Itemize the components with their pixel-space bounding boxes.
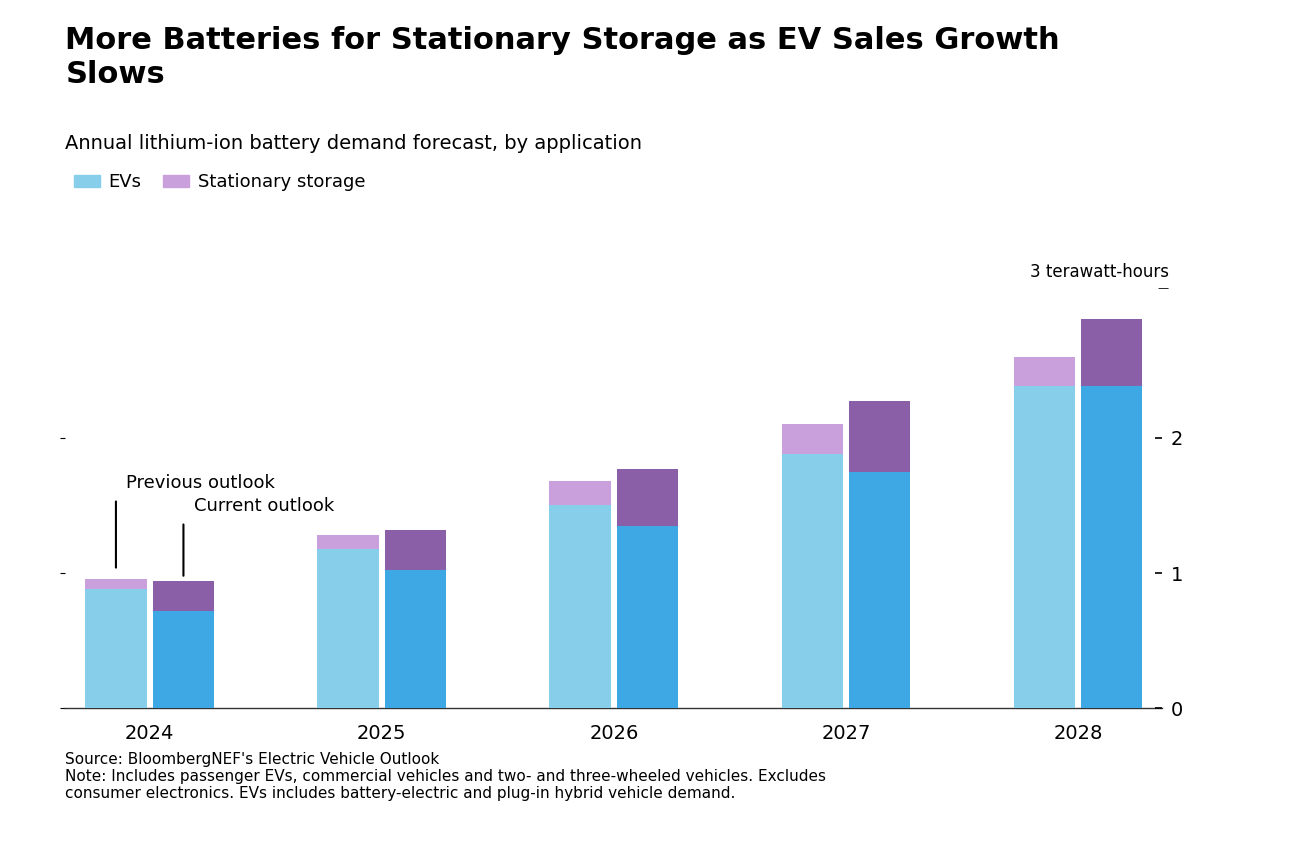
- Bar: [616, 526, 678, 708]
- Bar: [1013, 357, 1075, 386]
- Bar: [849, 472, 910, 708]
- Bar: [85, 589, 146, 708]
- Bar: [550, 481, 611, 505]
- Text: Previous outlook: Previous outlook: [127, 474, 276, 492]
- Bar: [385, 530, 447, 570]
- Bar: [849, 401, 910, 472]
- Bar: [616, 469, 678, 526]
- Bar: [317, 535, 379, 549]
- Bar: [550, 505, 611, 708]
- Bar: [1013, 386, 1075, 708]
- Bar: [85, 579, 146, 589]
- Text: Annual lithium-ion battery demand forecast, by application: Annual lithium-ion battery demand foreca…: [65, 134, 643, 153]
- Bar: [1081, 319, 1143, 386]
- Text: —: —: [1157, 283, 1169, 294]
- Bar: [385, 570, 447, 708]
- Bar: [153, 581, 214, 611]
- Bar: [153, 611, 214, 708]
- Text: 3 terawatt-hours: 3 terawatt-hours: [1030, 263, 1169, 281]
- Bar: [781, 454, 842, 708]
- Legend: EVs, Stationary storage: EVs, Stationary storage: [74, 173, 366, 191]
- Text: Source: BloombergNEF's Electric Vehicle Outlook
Note: Includes passenger EVs, co: Source: BloombergNEF's Electric Vehicle …: [65, 752, 827, 802]
- Bar: [1081, 386, 1143, 708]
- Bar: [781, 424, 842, 454]
- Bar: [317, 549, 379, 708]
- Text: Current outlook: Current outlook: [195, 497, 334, 515]
- Text: More Batteries for Stationary Storage as EV Sales Growth
Slows: More Batteries for Stationary Storage as…: [65, 26, 1060, 88]
